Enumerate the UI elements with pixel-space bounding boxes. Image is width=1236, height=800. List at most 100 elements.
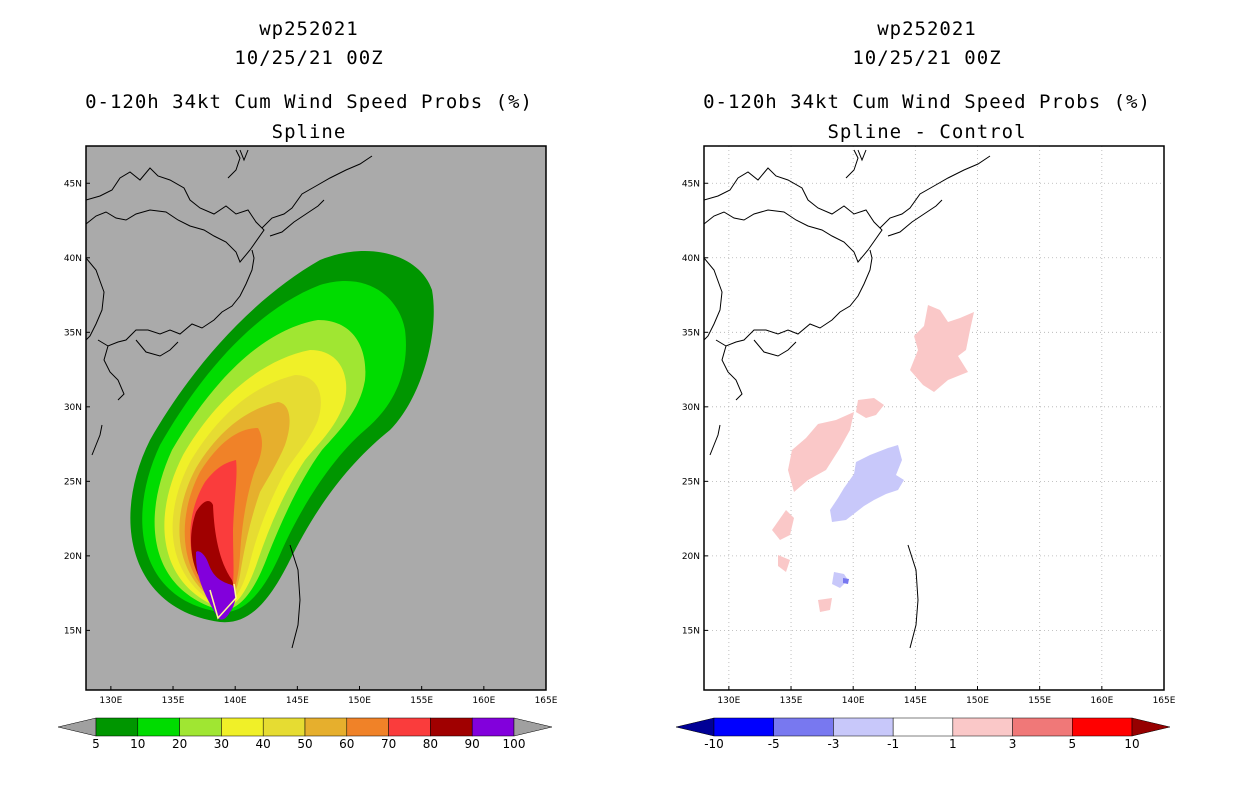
left-colorbar-label: 10 [130,737,146,751]
left-colorbar-swatch [179,717,222,737]
left-colorbar [57,717,553,737]
left-colorbar-swatch [137,717,180,737]
left-colorbar-label: 50 [297,737,313,751]
left-y-tick-label: 35N [64,328,82,338]
right-colorbar-label: -3 [827,737,840,751]
left-colorbar-swatch [221,717,264,737]
right-y-tick-label: 20N [682,552,700,562]
right-panel: wp252021 10/25/21 00Z 0-120h 34kt Cum Wi… [618,0,1236,800]
left-y-tick-label: 45N [64,179,82,189]
right-axes: 130E 135E 140E 145E 150E 155E 160E 165E 15N 20N 25… [682,146,1176,706]
right-colorbar-swatch [1012,717,1073,737]
diff-pos-1-blob-tiny [818,598,832,612]
coastline-icon [86,149,373,649]
diff-pos-1-blob-mid [856,398,884,418]
right-colorbar-swatch [892,717,954,737]
right-colorbar-label: -1 [887,737,900,751]
left-map-frame [85,145,547,691]
right-y-tick-label: 40N [682,254,700,264]
right-x-tick-label: 160E [1090,696,1113,706]
right-colorbar-label: 10 [1124,737,1140,751]
right-map: 130E 135E 140E 145E 150E 155E 160E 165E 15N 20N 25… [675,145,1176,737]
right-map-background [704,146,1164,690]
prob-100-edge [209,583,237,620]
prob-90-contour [195,551,236,620]
left-x-tick-label: 145E [286,696,309,706]
right-colorbar-swatch [713,717,774,737]
right-colorbar-swatch [773,717,834,737]
diff-neg-1-blob [830,445,904,522]
diff-neg-1-blob-small [832,572,848,588]
left-x-tick-label: 130E [99,696,122,706]
left-colorbar-swatch [95,717,139,737]
left-y-tick-label: 20N [64,552,82,562]
right-x-tick-label: 140E [842,696,865,706]
right-y-tick-label: 35N [682,328,700,338]
difference-contours [772,305,974,612]
left-axes: 130E 135E 140E 145E 150E 155E 160E 165E 15N 20N 25… [64,179,558,706]
left-map: 130E 135E 140E 145E 150E 155E 160E 165E 15N 20N 25… [57,145,558,737]
left-x-tick-label: 140E [224,696,247,706]
right-y-tick-label: 45N [682,179,700,189]
right-x-tick-label: 165E [1153,696,1176,706]
right-product-title: 0-120h 34kt Cum Wind Speed Probs (%) [703,91,1151,113]
right-x-tick-label: 135E [780,696,803,706]
diff-pos-1-blob-small [778,555,790,572]
right-colorbar-label: 5 [1068,737,1077,751]
left-x-tick-label: 165E [535,696,558,706]
right-x-tick-label: 145E [904,696,927,706]
right-y-tick-label: 25N [682,477,700,487]
left-colorbar-label: 20 [171,737,188,751]
right-storm-id: wp252021 [877,18,977,40]
left-colorbar-label: 40 [255,737,271,751]
diff-neg-3-dot [843,578,849,584]
right-colorbar-label: 1 [949,737,957,751]
left-colorbar-label: 100 [502,737,526,751]
right-colorbar-swatch [1072,717,1133,737]
right-colorbar-label: -10 [704,737,724,751]
right-datetime: 10/25/21 00Z [852,47,1002,69]
left-colorbar-swatch [304,717,348,737]
diff-pos-1-blob-west [788,412,854,492]
right-map-frame [703,145,1165,691]
diff-pos-1-blob-north [910,305,974,392]
left-colorbar-label: 30 [213,737,230,751]
left-y-tick-label: 30N [64,403,82,413]
right-x-tick-label: 150E [966,696,989,706]
left-x-tick-label: 150E [348,696,371,706]
left-product-title: 0-120h 34kt Cum Wind Speed Probs (%) [85,91,533,113]
left-colorbar-swatch [346,717,389,737]
left-colorbar-triangle-icon-left [57,717,97,737]
left-x-tick-label: 160E [472,696,495,706]
left-y-tick-label: 15N [64,626,82,636]
left-colorbar-triangle-icon-right [513,717,553,737]
left-colorbar-swatch [388,717,431,737]
left-storm-id: wp252021 [259,18,359,40]
right-colorbar-triangle-icon-left [675,717,715,737]
probability-contours [130,251,434,623]
right-y-tick-label: 15N [682,626,700,636]
right-x-tick-label: 130E [717,696,740,706]
left-colorbar-label: 70 [380,737,397,751]
left-colorbar-label: 5 [92,737,100,751]
left-colorbar-swatch [262,717,306,737]
left-colorbar-label: 60 [339,737,355,751]
left-subtitle: Spline [271,121,347,143]
right-colorbar [675,717,1171,737]
left-y-tick-label: 40N [64,254,82,264]
left-panel: wp252021 10/25/21 00Z 0-120h 34kt Cum Wi… [57,18,558,751]
right-x-tick-label: 155E [1028,696,1051,706]
right-colorbar-triangle-icon-right [1131,717,1171,737]
right-subtitle: Spline - Control [827,121,1027,143]
diff-pos-1-blob-south [772,510,794,540]
coastline-icon-right [704,149,991,649]
right-y-tick-label: 30N [682,403,700,413]
left-x-tick-label: 135E [162,696,185,706]
left-datetime: 10/25/21 00Z [234,47,384,69]
left-y-tick-label: 25N [64,477,82,487]
left-x-tick-label: 155E [410,696,433,706]
left-colorbar-swatch [430,717,473,737]
right-colorbar-swatch [952,717,1013,737]
right-colorbar-label: 3 [1008,737,1017,751]
left-colorbar-label: 80 [422,737,439,751]
